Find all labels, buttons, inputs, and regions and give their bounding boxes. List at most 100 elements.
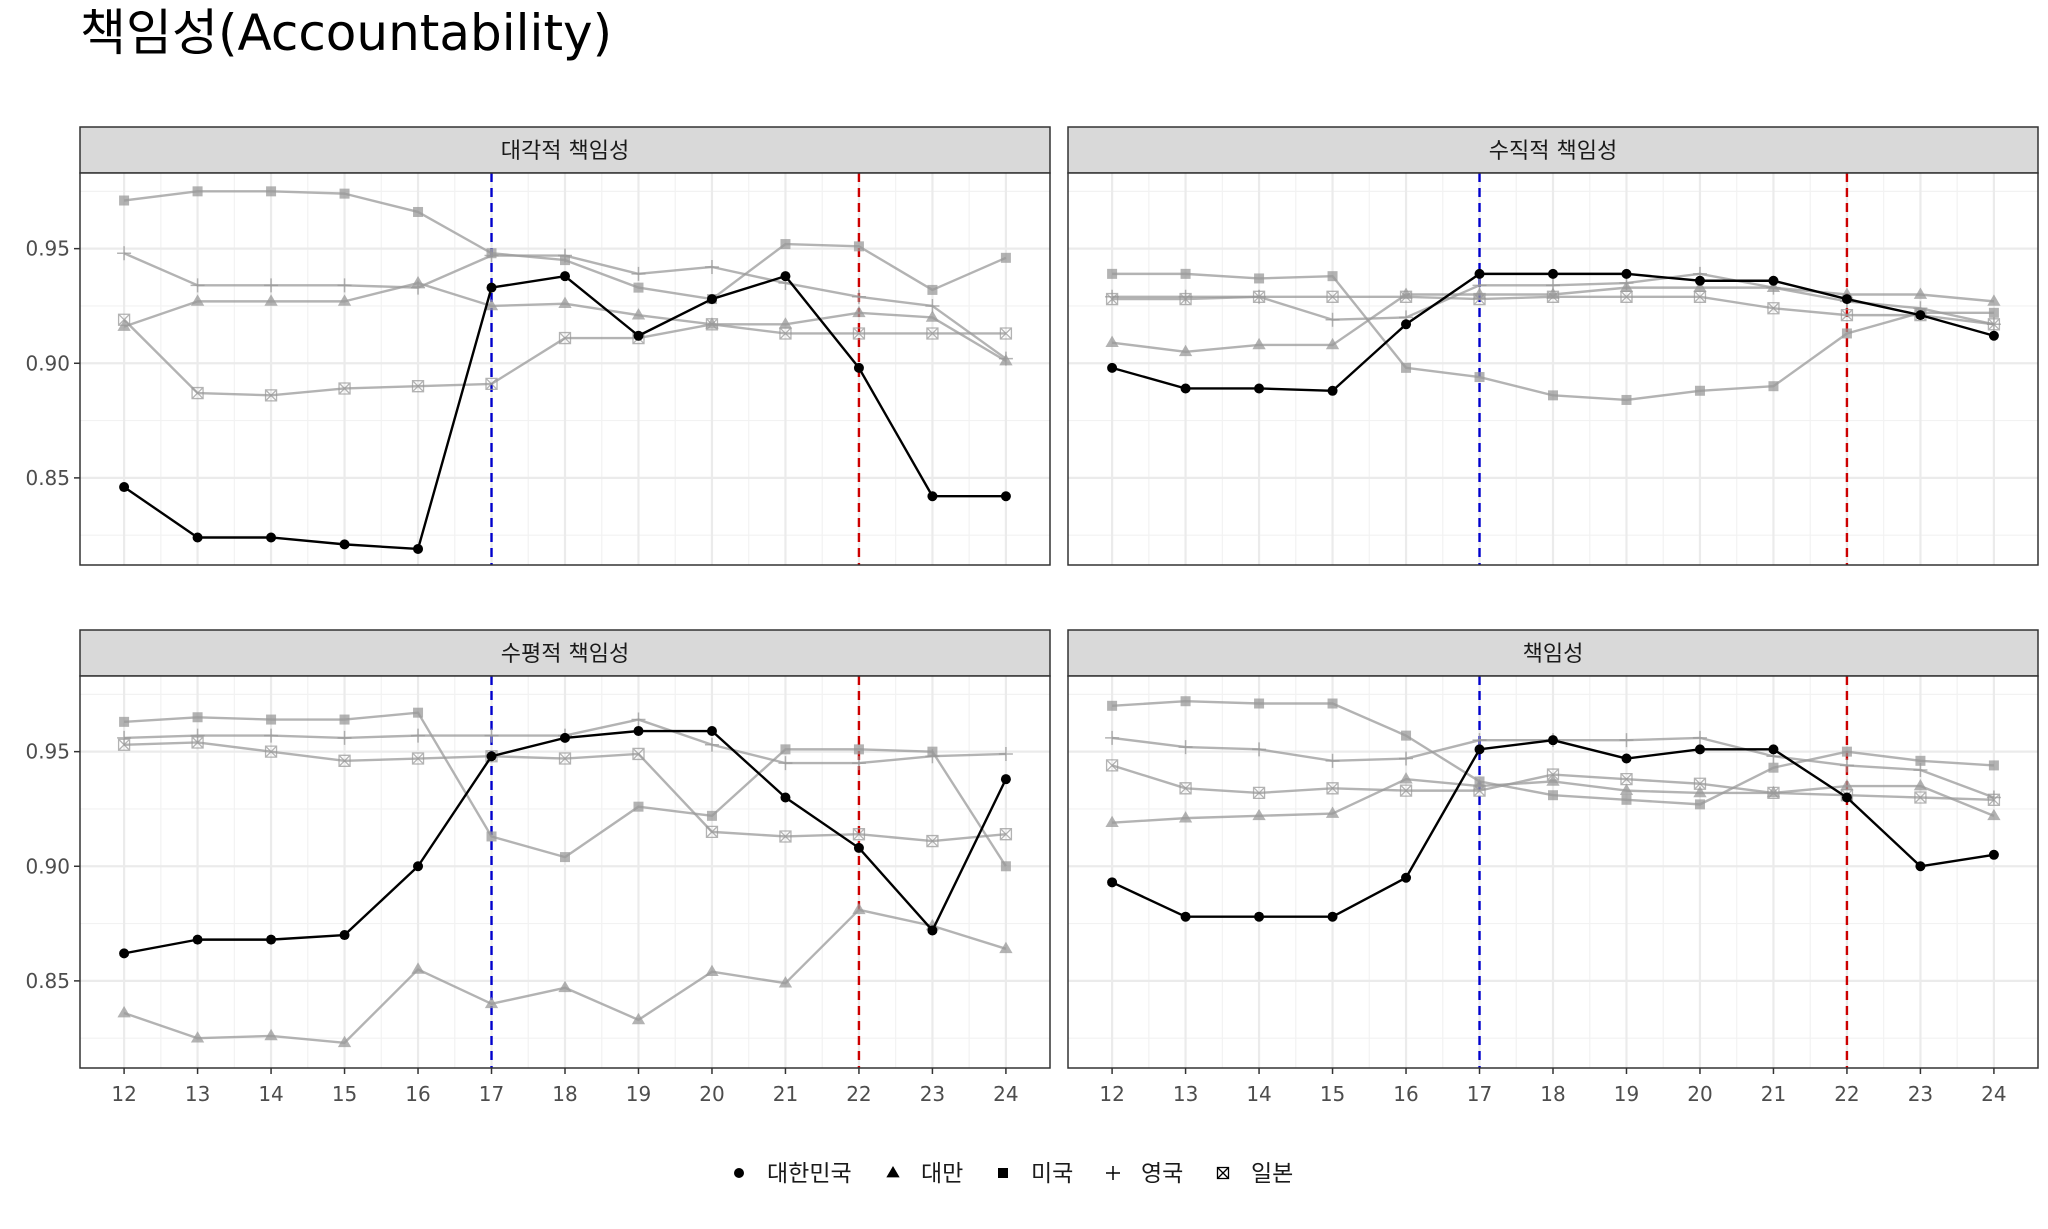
data-point (1254, 911, 1265, 922)
series-triangle (117, 902, 1013, 1048)
series-circle (1107, 268, 1999, 396)
panel-strip (1067, 629, 2039, 677)
data-point (486, 831, 497, 842)
data-point (117, 246, 132, 261)
legend-key-boxcross (1216, 1166, 1230, 1180)
data-point (1180, 696, 1191, 707)
data-point (1401, 319, 1412, 330)
x-tick-label: 22 (1834, 1082, 1859, 1106)
data-point (1107, 700, 1118, 711)
data-point (558, 248, 572, 263)
data-point (1767, 786, 1780, 800)
data-point (1840, 779, 1854, 791)
data-point (999, 828, 1013, 841)
data-point (560, 271, 570, 282)
data-point (1399, 784, 1413, 797)
data-point (1768, 275, 1779, 286)
series-square (1107, 696, 1999, 810)
data-point (338, 754, 351, 767)
data-point (119, 482, 130, 493)
data-point (1621, 753, 1632, 764)
data-point (1621, 268, 1632, 279)
data-point (486, 282, 497, 293)
data-point (266, 186, 277, 197)
data-point (1252, 742, 1267, 757)
data-point (706, 810, 717, 821)
data-point (1105, 759, 1119, 772)
data-point (119, 716, 130, 727)
data-point (1252, 337, 1266, 350)
data-point (1768, 762, 1779, 773)
data-point (1474, 268, 1485, 279)
x-tick-label: 15 (332, 1082, 357, 1106)
data-point (264, 389, 278, 402)
data-point (1180, 911, 1191, 922)
data-point (927, 284, 938, 295)
data-point (117, 313, 131, 326)
data-point (1325, 753, 1340, 768)
x-tick-label: 22 (846, 1082, 871, 1106)
data-point (1326, 290, 1339, 303)
data-point (1107, 362, 1118, 373)
data-point (190, 728, 205, 743)
data-point (411, 728, 426, 743)
data-point (1327, 271, 1338, 282)
data-point (633, 282, 644, 293)
series-boxcross (117, 736, 1013, 848)
data-point (1692, 730, 1707, 745)
data-point (1988, 849, 1999, 860)
data-point (1326, 782, 1339, 795)
data-point (780, 271, 791, 282)
data-point (411, 280, 426, 295)
data-point (1000, 774, 1011, 785)
data-point (1987, 793, 2001, 806)
data-point (927, 491, 938, 502)
data-point (484, 298, 499, 311)
data-point (780, 239, 791, 250)
data-point (1768, 744, 1779, 755)
data-point (779, 830, 792, 843)
data-point (486, 751, 497, 762)
data-point (853, 241, 864, 252)
data-point (192, 532, 203, 543)
data-point (1694, 275, 1705, 286)
data-point (1987, 318, 2001, 331)
data-point (1546, 290, 1560, 303)
data-point (1179, 292, 1192, 306)
panel-diagonal: 대각적 책임성 0.85 0.90 0.95 (25, 126, 1051, 566)
x-tick-label: 18 (552, 1082, 577, 1106)
data-point (926, 327, 939, 340)
x-tick-label: 14 (1246, 1082, 1271, 1106)
data-point (852, 327, 866, 340)
data-point (1327, 911, 1338, 922)
data-point (925, 310, 940, 322)
series-circle (119, 271, 1011, 554)
panel-strip-title: 책임성 (1523, 642, 1584, 667)
data-point (1620, 773, 1633, 786)
data-point (413, 543, 424, 554)
data-point (264, 745, 278, 758)
data-point (999, 941, 1013, 954)
legend: 대한민국 대만 미국 영국 일본 (734, 1161, 1293, 1187)
data-point (558, 296, 572, 309)
data-point (1767, 302, 1780, 315)
data-point (1621, 794, 1632, 805)
data-point (1987, 294, 2001, 306)
data-point (853, 842, 864, 853)
data-point (1327, 698, 1338, 709)
data-point (192, 186, 203, 197)
series-square (119, 707, 1011, 872)
data-point (266, 934, 277, 945)
data-point (1178, 289, 1193, 304)
legend-label: 대만 (921, 1161, 963, 1187)
data-point (851, 756, 866, 771)
data-point (411, 752, 425, 765)
panel-horizontal: 수평적 책임성 0.85 0.90 0.95 12 13 14 15 16 17 18 19 20 21 2… (25, 629, 1051, 1106)
x-tick-label: 16 (405, 1082, 430, 1106)
data-point (117, 730, 132, 745)
data-point (338, 382, 351, 395)
data-point (1399, 772, 1413, 784)
data-point (1913, 762, 1928, 777)
x-tick-label: 12 (111, 1082, 136, 1106)
data-point (778, 976, 793, 988)
